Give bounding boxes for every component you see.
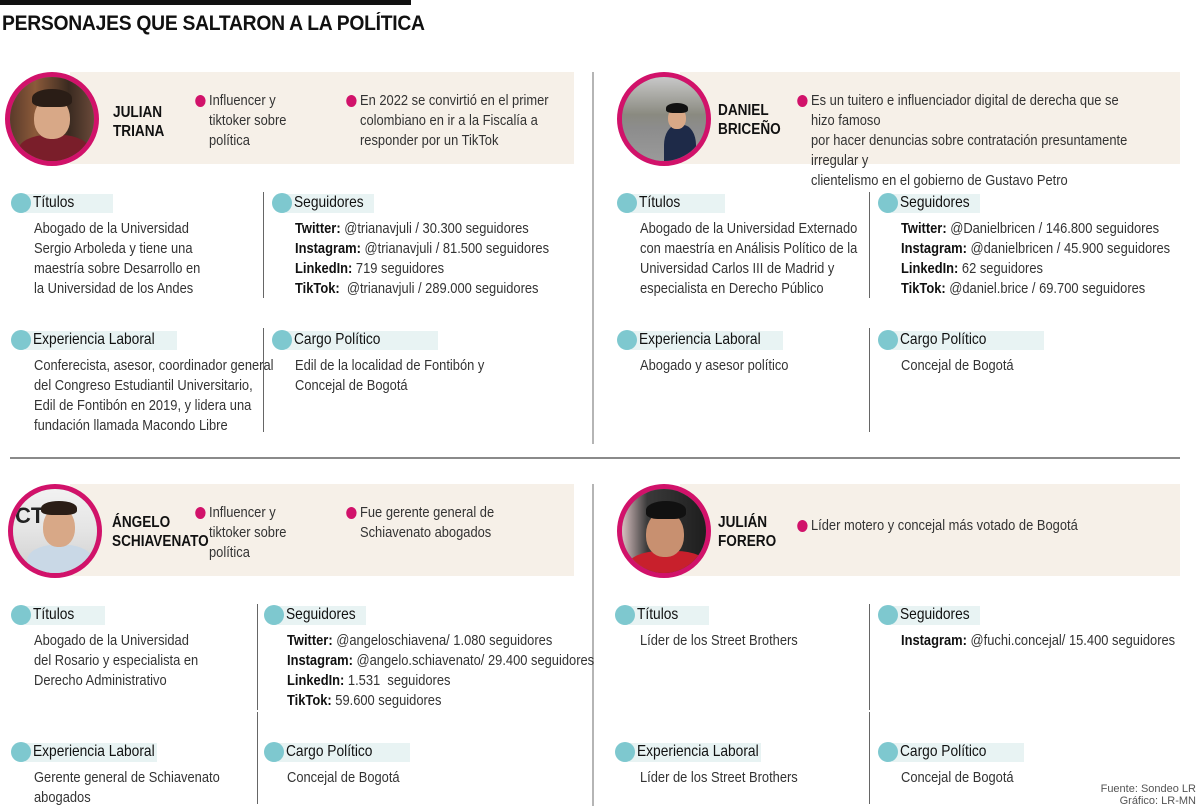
inner-divider [263, 192, 264, 298]
bullet-dot-icon [346, 507, 357, 519]
page-title: PERSONAJES QUE SALTARON A LA POLÍTICA [2, 12, 425, 35]
bio-bullet: Fue gerente general de Schiavenato aboga… [346, 503, 494, 543]
person-name: JULIÁN FORERO [718, 514, 777, 550]
teal-dot-icon [615, 742, 635, 762]
position-text: Concejal de Bogotá [901, 769, 1014, 786]
center-divider-bottom [592, 484, 594, 806]
center-divider-top [592, 72, 594, 444]
titles-text: Abogado de la Universidad del Rosario y … [34, 632, 199, 689]
followers-list: Instagram: @fuchi.concejal/ 15.400 segui… [901, 632, 1176, 649]
person-header-band [680, 72, 1180, 164]
position-text: Concejal de Bogotá [287, 769, 400, 786]
inner-divider [257, 604, 258, 710]
person-header-band [680, 484, 1180, 576]
bullet-dot-icon [195, 507, 206, 519]
avatar [5, 72, 99, 166]
teal-dot-icon [11, 193, 31, 213]
position-text: Edil de la localidad de Fontibón y Conce… [295, 357, 485, 394]
experience-text: Conferecista, asesor, coordinador genera… [34, 357, 274, 434]
teal-dot-icon [272, 193, 292, 213]
bullet-dot-icon [797, 95, 808, 107]
inner-divider [263, 328, 264, 432]
teal-dot-icon [264, 605, 284, 625]
person-header-band [70, 72, 574, 164]
avatar: CT R [8, 484, 102, 578]
teal-dot-icon [11, 605, 31, 625]
followers-list: Twitter: @Danielbricen / 146.800 seguido… [901, 220, 1171, 297]
teal-dot-icon [11, 742, 31, 762]
teal-dot-icon [878, 193, 898, 213]
bio-bullet: Líder motero y concejal más votado de Bo… [797, 516, 1078, 536]
source-credit: Fuente: Sondeo LR Gráfico: LR-MN [1101, 783, 1196, 807]
experience-text: Líder de los Street Brothers [640, 769, 798, 786]
person-name: ÁNGELO SCHIAVENATO [112, 514, 209, 550]
inner-divider [257, 712, 258, 804]
teal-dot-icon [11, 330, 31, 350]
teal-dot-icon [272, 330, 292, 350]
inner-divider [869, 712, 870, 804]
teal-dot-icon [617, 330, 637, 350]
teal-dot-icon [617, 193, 637, 213]
person-name: DANIEL BRICEÑO [718, 102, 781, 138]
teal-dot-icon [615, 605, 635, 625]
bullet-dot-icon [195, 95, 206, 107]
avatar [617, 484, 711, 578]
horizontal-divider [10, 457, 1180, 459]
source-text: Fuente: Sondeo LR [1100, 783, 1196, 795]
inner-divider [869, 192, 870, 298]
avatar [617, 72, 711, 166]
person-header-band [70, 484, 574, 576]
bio-bullet: Influencer y tiktoker sobre política [195, 91, 286, 151]
teal-dot-icon [878, 605, 898, 625]
titles-text: Líder de los Street Brothers [640, 632, 798, 649]
bio-bullet: En 2022 se convirtió en el primer colomb… [346, 91, 549, 151]
inner-divider [869, 604, 870, 710]
bullet-dot-icon [346, 95, 357, 107]
teal-dot-icon [878, 330, 898, 350]
credit-text: Gráfico: LR-MN [1119, 795, 1196, 807]
bio-bullet: Influencer y tiktoker sobre política [195, 503, 286, 563]
teal-dot-icon [264, 742, 284, 762]
position-text: Concejal de Bogotá [901, 357, 1014, 374]
followers-list: Twitter: @angeloschiavena/ 1.080 seguido… [287, 632, 595, 709]
followers-list: Twitter: @trianavjuli / 30.300 seguidore… [295, 220, 550, 297]
top-rule [0, 0, 411, 5]
bio-bullet: Es un tuitero e influenciador digital de… [797, 91, 1146, 191]
bullet-dot-icon [797, 520, 808, 532]
experience-text: Abogado y asesor político [640, 357, 789, 374]
teal-dot-icon [878, 742, 898, 762]
inner-divider [869, 328, 870, 432]
person-name: JULIAN TRIANA [113, 104, 165, 140]
titles-text: Abogado de la Universidad Sergio Arboled… [34, 220, 201, 297]
titles-text: Abogado de la Universidad Externado con … [640, 220, 858, 297]
experience-text: Gerente general de Schiavenato abogados [34, 769, 220, 806]
